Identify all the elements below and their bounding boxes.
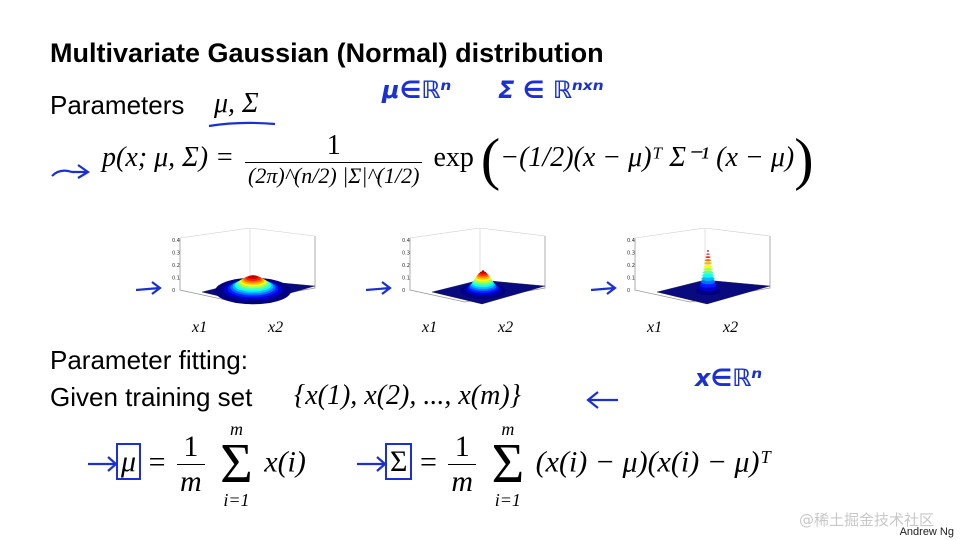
z-tick-label: 0.3 xyxy=(627,251,635,257)
training-label: Given training set xyxy=(50,382,253,412)
sigma-term: (x(i) − μ)(x(i) − μ)ᵀ xyxy=(535,445,772,479)
sigma-sum-top: m xyxy=(501,419,515,439)
z-tick-label: 0.4 xyxy=(172,238,180,244)
z-tick-label: 0.1 xyxy=(402,276,410,282)
surface-layer xyxy=(703,264,713,268)
gaussian-plot-medium: 0.4 0.3 0.2 0.1 0 x1 x2 xyxy=(365,228,546,336)
plot-frame xyxy=(634,236,771,303)
sigma-formula: Σ = 1 m m Σ i=1 (x(i) − μ)(x(i) − μ)ᵀ xyxy=(385,420,771,509)
surface-layer xyxy=(704,262,712,265)
surface-layer xyxy=(702,273,714,278)
z-tick-label: 0 xyxy=(627,288,630,294)
plot-grid-line xyxy=(704,228,771,237)
density-formula: p(x; μ, Σ) = 1 (2π)^(n/2) |Σ|^(1/2) exp … xyxy=(102,126,814,192)
mu-term: x(i) xyxy=(264,445,306,479)
plot-grid-line xyxy=(179,228,251,239)
sigma-lhs: Σ xyxy=(385,443,413,481)
surface-layer xyxy=(705,256,711,259)
surface-layer xyxy=(704,259,712,262)
z-tick-label: 0.4 xyxy=(402,238,410,244)
mu-formula: μ = 1 m m Σ i=1 x(i) xyxy=(116,420,306,509)
density-exp: exp xyxy=(433,141,474,173)
sigma-sum-bottom: i=1 xyxy=(494,490,521,511)
sigma-in-R-annotation: Σ ∈ ℝⁿˣⁿ xyxy=(498,76,604,104)
mu-den: m xyxy=(179,465,202,499)
surface-layer xyxy=(706,253,710,255)
y-axis-label: x2 xyxy=(267,319,283,336)
mu-arrow-icon xyxy=(88,456,118,472)
x-axis-label: x1 xyxy=(646,319,662,336)
z-tick-label: 0.3 xyxy=(402,251,410,257)
density-denominator: (2π)^(n/2) |Σ|^(1/2) xyxy=(248,163,420,188)
x-axis-label: x1 xyxy=(421,319,437,336)
surface-layer xyxy=(481,270,485,272)
plot-grid-line xyxy=(634,228,706,239)
surface-layer xyxy=(479,271,487,274)
z-tick-label: 0 xyxy=(402,288,405,294)
surface-layer xyxy=(247,275,259,280)
gaussian-plot-wide: 0.4 0.3 0.2 0.1 0 x1 x2 xyxy=(135,228,316,336)
y-axis-label: x2 xyxy=(722,319,738,336)
surface-layer xyxy=(701,276,715,281)
mu-num: 1 xyxy=(176,430,205,466)
plot-grid-line xyxy=(249,228,316,237)
plot-grid-line xyxy=(409,228,481,239)
density-lhs: p(x; μ, Σ) = xyxy=(102,141,234,173)
x-axis-label: x1 xyxy=(191,319,207,336)
parameters-label: Parameters xyxy=(50,90,185,120)
sigma-num: 1 xyxy=(448,430,477,466)
left-arrow-icon xyxy=(586,391,618,409)
sigma-den: m xyxy=(451,465,474,499)
z-tick-label: 0.1 xyxy=(172,276,180,282)
mu-sum-bottom: i=1 xyxy=(223,490,250,511)
arrow-icon xyxy=(365,281,392,295)
density-numerator: 1 xyxy=(245,130,423,163)
arrow-icon xyxy=(590,281,617,295)
z-tick-label: 0.3 xyxy=(172,251,180,257)
parameters-underline xyxy=(208,121,276,128)
parameters-symbols: μ, Σ xyxy=(214,88,259,119)
mu-in-R-annotation: μ∈ℝⁿ xyxy=(382,76,452,104)
plot-frame xyxy=(409,236,546,303)
z-tick-label: 0.1 xyxy=(627,276,635,282)
arrow-icon xyxy=(51,164,91,179)
footer-author: Andrew Ng xyxy=(899,526,954,538)
x-in-R-annotation: x∈ℝⁿ xyxy=(695,364,763,392)
slide-title: Multivariate Gaussian (Normal) distribut… xyxy=(50,38,604,68)
z-tick-label: 0.2 xyxy=(402,263,410,269)
sigma-arrow-icon xyxy=(357,456,387,472)
density-exponent: −(1/2)(x − μ)ᵀ Σ⁻¹ (x − μ) xyxy=(500,141,795,173)
gaussian-plot-narrow: 0.4 0.3 0.2 0.1 0 x1 x2 xyxy=(590,228,771,336)
surface-layer xyxy=(703,267,713,272)
surface-layer xyxy=(702,270,714,275)
arrow-icon xyxy=(135,281,162,295)
plot-grid-line xyxy=(479,228,546,237)
z-tick-label: 0.2 xyxy=(627,263,635,269)
z-tick-label: 0.2 xyxy=(172,263,180,269)
z-tick-label: 0.4 xyxy=(627,238,635,244)
fitting-label: Parameter fitting: xyxy=(50,345,248,375)
watermark: @稀土掘金技术社区 xyxy=(798,511,934,529)
y-axis-label: x2 xyxy=(497,319,513,336)
surface-layer xyxy=(251,275,255,277)
z-tick-label: 0 xyxy=(172,288,175,294)
surface-layer xyxy=(706,250,710,252)
mu-lhs: μ xyxy=(116,443,142,481)
mu-sum-top: m xyxy=(229,419,243,439)
training-set: {x(1), x(2), ..., x(m)} xyxy=(294,380,521,411)
